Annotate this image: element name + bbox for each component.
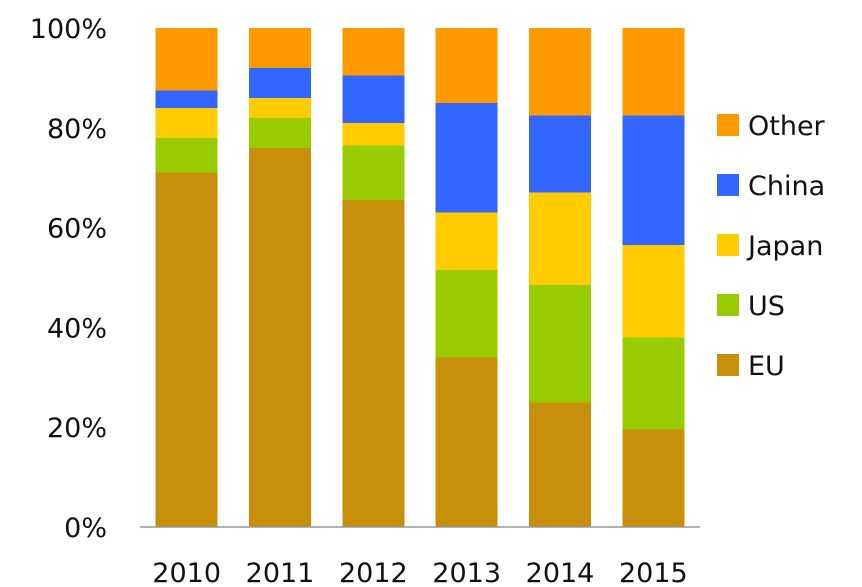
bar-segment-other-2014 [529, 28, 591, 116]
bar-segment-eu-2015 [622, 429, 685, 527]
x-tick-label: 2015 [619, 558, 688, 587]
y-tick-label: 40% [47, 313, 107, 344]
y-tick-label: 20% [47, 413, 107, 444]
legend: Other China Japan US EU [717, 111, 826, 382]
bar-segment-eu-2013 [435, 357, 498, 527]
bar-2011 [249, 28, 311, 527]
bar-segment-japan-2011 [249, 97, 311, 118]
legend-item-eu: EU [717, 351, 785, 382]
y-tick-label: 100% [30, 14, 107, 45]
x-tick-label: 2012 [339, 558, 408, 587]
bar-segment-china-2010 [155, 90, 218, 108]
bar-segment-eu-2014 [529, 402, 591, 527]
bar-segment-japan-2012 [342, 122, 405, 146]
legend-label: EU [748, 351, 785, 382]
y-axis-ticks: 0% 20% 40% 60% 80% 100% [30, 14, 107, 544]
legend-item-us: US [717, 291, 785, 322]
bar-segment-japan-2014 [529, 192, 591, 285]
legend-swatch [717, 354, 739, 376]
bar-segment-us-2012 [342, 145, 405, 201]
legend-label: Other [748, 111, 826, 142]
bar-segment-china-2011 [249, 67, 311, 98]
y-tick-label: 0% [64, 513, 107, 544]
bar-segment-other-2011 [249, 28, 311, 68]
x-tick-label: 2014 [526, 558, 595, 587]
bar-segment-us-2010 [155, 137, 218, 173]
bar-2012 [342, 28, 405, 527]
bar-2015 [622, 28, 685, 527]
bar-2014 [529, 28, 591, 527]
legend-item-other: Other [717, 111, 826, 142]
legend-swatch [717, 174, 739, 196]
bar-segment-eu-2012 [342, 200, 405, 527]
bar-segment-japan-2010 [155, 107, 218, 138]
bar-segment-eu-2010 [155, 172, 218, 527]
bar-2013 [435, 28, 498, 527]
bar-segment-us-2015 [622, 337, 685, 430]
bar-segment-eu-2011 [249, 147, 311, 527]
bar-segment-other-2013 [435, 28, 498, 103]
bar-segment-other-2015 [622, 28, 685, 116]
y-tick-label: 60% [47, 214, 107, 245]
bar-segment-china-2015 [622, 115, 685, 246]
bar-segment-china-2014 [529, 115, 591, 193]
x-tick-label: 2010 [152, 558, 221, 587]
bar-segment-other-2010 [155, 28, 218, 91]
x-tick-label: 2013 [432, 558, 501, 587]
x-tick-label: 2011 [246, 558, 315, 587]
bar-segment-us-2013 [435, 270, 498, 358]
bar-segment-japan-2013 [435, 212, 498, 271]
bar-segment-japan-2015 [622, 245, 685, 338]
bar-segment-china-2012 [342, 75, 405, 123]
x-axis-ticks: 2010 2011 2012 2013 2014 2015 [152, 558, 687, 587]
legend-item-japan: Japan [717, 231, 823, 262]
bar-segment-china-2013 [435, 102, 498, 213]
bar-2010 [155, 28, 218, 527]
legend-swatch [717, 294, 739, 316]
legend-item-china: China [717, 171, 825, 202]
y-tick-label: 80% [47, 114, 107, 145]
bar-segment-other-2012 [342, 28, 405, 76]
legend-label: China [748, 171, 825, 202]
bars [155, 28, 685, 527]
legend-label: Japan [746, 231, 823, 262]
legend-swatch [717, 234, 739, 256]
legend-label: US [748, 291, 785, 322]
bar-segment-us-2014 [529, 284, 591, 403]
legend-swatch [717, 114, 739, 136]
bar-segment-us-2011 [249, 117, 311, 148]
